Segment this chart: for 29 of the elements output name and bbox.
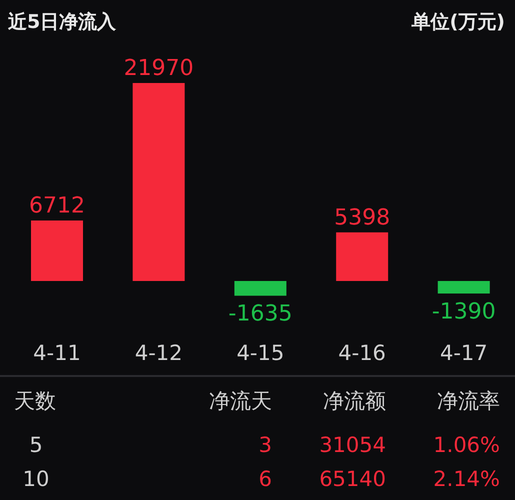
chart-subtitle: 单位(万元): [410, 11, 505, 33]
text: 天数: [14, 389, 56, 413]
chart-title: 近5日净流入: [7, 11, 118, 33]
text: 2.14%: [433, 467, 500, 491]
data-label: -1635: [228, 302, 292, 327]
bar: [132, 83, 185, 281]
x-tick-label: 4-17: [440, 341, 488, 365]
bar: [336, 232, 388, 281]
data-label: 6712: [29, 194, 85, 219]
text: 净流率: [437, 389, 500, 413]
data-label: 5398: [334, 205, 390, 230]
x-tick-label: 4-11: [33, 341, 81, 365]
x-tick-label: 4-12: [134, 341, 183, 365]
text: 31054: [319, 433, 386, 457]
text: 1.06%: [433, 433, 500, 457]
text: 6: [258, 467, 272, 491]
bar: [438, 281, 490, 294]
text: 3: [258, 433, 272, 457]
data-label: 21970: [124, 56, 194, 81]
text: 5: [29, 433, 43, 457]
text: 净流额: [323, 389, 386, 413]
text: 65140: [319, 467, 386, 491]
x-tick-label: 4-15: [236, 341, 284, 365]
data-label: -1390: [432, 300, 496, 325]
bar: [31, 220, 83, 281]
bar: [234, 281, 286, 296]
text: 10: [22, 467, 50, 491]
text: 净流天: [209, 389, 272, 413]
x-tick-label: 4-16: [338, 341, 386, 365]
